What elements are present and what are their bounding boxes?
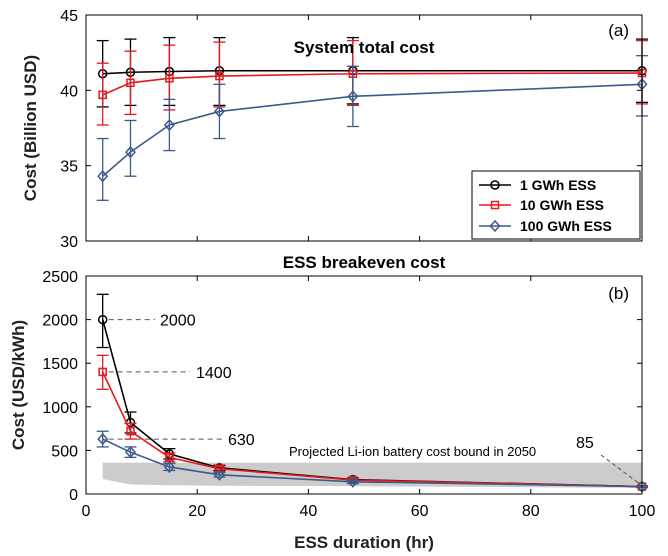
panel-a-point-10gwh <box>215 71 224 81</box>
legend-marker-1gwh <box>490 180 500 190</box>
legend-marker-100gwh <box>489 219 501 233</box>
annotation-label-2000: 2000 <box>160 313 196 330</box>
panel-a-ytick-label: 45 <box>60 8 78 25</box>
legend-entry-100gwh: 100 GWh ESS <box>479 218 612 234</box>
panel-a-point-100gwh <box>163 118 175 132</box>
panel-b-ytick-label: 2500 <box>42 269 78 286</box>
panel-b-series <box>96 293 648 493</box>
panel-a-line-100gwh <box>102 83 643 177</box>
annotation-label-630: 630 <box>228 432 255 449</box>
panel-b-ytick-label: 1000 <box>42 400 78 417</box>
panel-a: 30 35 40 45 System total cost (a) Cost (Bil… <box>21 8 648 251</box>
panel-a-point-100gwh <box>213 105 225 118</box>
panel-a-point-100gwh <box>97 170 109 183</box>
panel-b-point-100gwh <box>97 432 109 446</box>
panel-a-point-10gwh <box>165 74 174 83</box>
panel-b-ticks: 0 500 1000 1500 2000 2500 0 20 40 60 80 100 <box>42 269 655 520</box>
panel-b-line-10gwh <box>101 371 643 488</box>
panel-a-point-100gwh <box>124 145 136 159</box>
panel-b-ylabel: Cost (USD/kWh) <box>9 320 28 450</box>
annotation-label-85: 85 <box>576 435 594 452</box>
panel-a-ylabel: Cost (Billion USD) <box>21 55 40 201</box>
legend-label-10gwh: 10 GWh ESS <box>520 197 604 213</box>
panel-b-plot-area <box>86 276 642 494</box>
panel-b-annotations: 2000 1400 630 85 <box>108 313 639 483</box>
panel-b-label: (b) <box>608 284 629 303</box>
panel-a-ytick-label: 30 <box>60 234 78 251</box>
panel-a-label: (a) <box>608 21 629 40</box>
legend-entry-10gwh: 10 GWh ESS <box>479 197 604 213</box>
panel-b-ytick-label: 1500 <box>42 356 78 373</box>
panel-a-ytick-label: 40 <box>60 83 78 100</box>
panel-a-point-100gwh <box>347 90 359 103</box>
panel-a-point-10gwh <box>98 90 107 100</box>
panel-a-line-10gwh <box>102 72 643 96</box>
panel-a-series-100gwh <box>96 55 648 201</box>
panel-b: ESS breakeven cost Projected Li-ion batt… <box>9 253 655 552</box>
panel-b-point-10gwh <box>126 426 135 436</box>
band-label: Projected Li-ion battery cost bound in 2… <box>289 444 536 459</box>
panel-a-ytick-label: 35 <box>60 159 78 176</box>
panel-a-series-10gwh <box>96 39 648 126</box>
panel-a-title: System total cost <box>294 38 435 57</box>
panel-a-ticks: 30 35 40 45 <box>60 8 643 251</box>
panel-a-series <box>96 36 648 201</box>
panel-b-point-1gwh <box>97 314 108 325</box>
legend-label-1gwh: 1 GWh ESS <box>520 177 596 193</box>
panel-b-ytick-label: 0 <box>69 487 78 504</box>
panel-b-xtick-label: 60 <box>411 503 429 520</box>
panel-b-point-10gwh <box>98 367 107 377</box>
panel-b-xlabel: ESS duration (hr) <box>294 533 434 552</box>
panel-b-xtick-label: 80 <box>522 503 540 520</box>
panel-b-point-100gwh <box>163 460 175 474</box>
panel-b-xtick-label: 20 <box>188 503 206 520</box>
panel-a-frame <box>85 14 643 242</box>
panel-b-xtick-label: 40 <box>300 503 318 520</box>
panel-b-point-100gwh <box>124 446 136 459</box>
panel-b-ytick-label: 500 <box>51 443 78 460</box>
annotation-leader <box>600 454 639 483</box>
panel-a-point-10gwh <box>126 78 135 88</box>
panel-b-point-100gwh <box>347 475 359 488</box>
panel-b-point-100gwh <box>213 468 225 481</box>
legend: 1 GWh ESS 10 GWh ESS 100 GWh ESS <box>471 170 641 240</box>
panel-b-xtick-label: 100 <box>629 503 656 520</box>
panel-b-title: ESS breakeven cost <box>283 253 446 272</box>
panel-b-xtick-label: 0 <box>82 503 91 520</box>
legend-entry-1gwh: 1 GWh ESS <box>479 177 596 193</box>
panel-b-ytick-label: 2000 <box>42 313 78 330</box>
legend-label-100gwh: 100 GWh ESS <box>520 218 612 234</box>
panel-b-frame <box>85 275 643 495</box>
annotation-label-1400: 1400 <box>196 365 232 382</box>
panel-b-line-100gwh <box>102 438 643 488</box>
panel-b-series-100gwh <box>96 430 648 493</box>
legend-marker-10gwh <box>490 200 500 210</box>
